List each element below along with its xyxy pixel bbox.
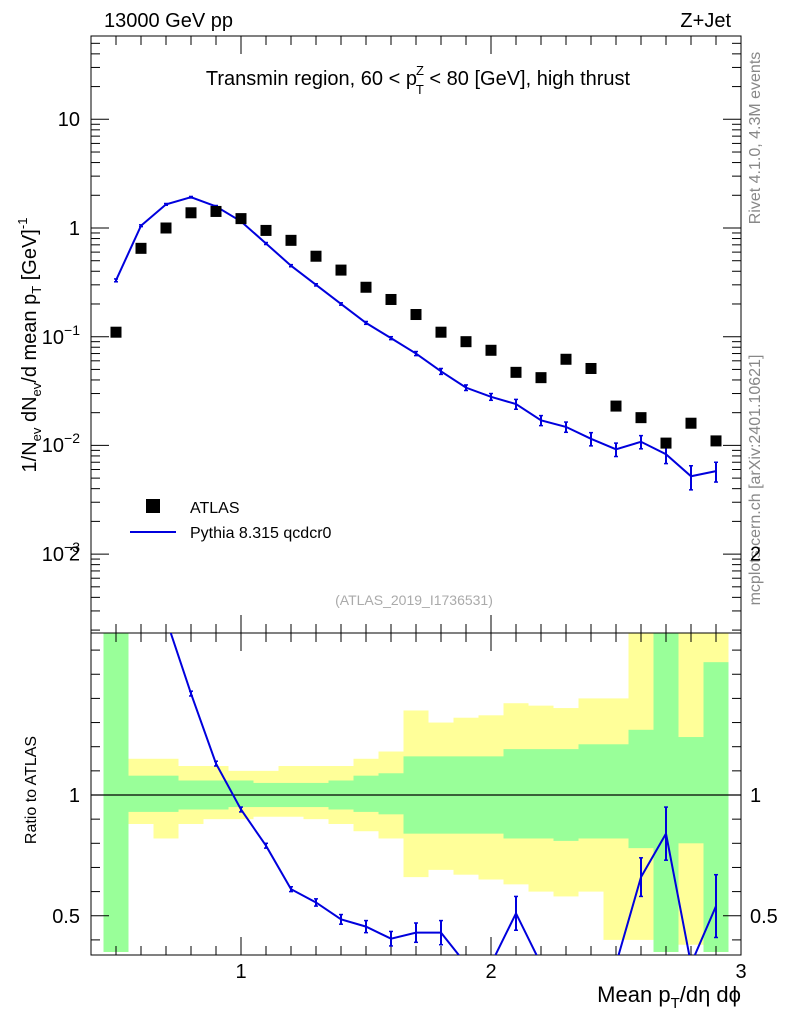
y-tick-label-0.1: 10−1 bbox=[42, 322, 80, 349]
main-y-tick-labels: 10 1 10−1 10−2 10−3 bbox=[42, 109, 80, 566]
atlas-data-point bbox=[435, 326, 447, 338]
analysis-label: (ATLAS_2019_I1736531) bbox=[335, 592, 493, 608]
x-axis-title: Mean pT/dη dϕ bbox=[597, 982, 741, 1012]
ratio-y-tick-label-right: 1 bbox=[750, 785, 761, 807]
atlas-data-point bbox=[360, 281, 372, 293]
ratio-stat-band bbox=[528, 749, 554, 839]
header-left: 13000 GeV pp bbox=[104, 10, 233, 32]
x-tick-label: 3 bbox=[735, 961, 746, 983]
atlas-data-point bbox=[560, 353, 572, 365]
legend-atlas-label: ATLAS bbox=[190, 500, 240, 517]
ratio-stat-band bbox=[103, 633, 129, 952]
ratio-y-axis-title: Ratio to ATLAS bbox=[23, 736, 40, 844]
main-y-axis-title: 1/Nev dNev/d mean pT [GeV]-1 bbox=[15, 218, 44, 473]
ratio-mc-series bbox=[169, 633, 718, 955]
y-tick-label-10: 10 bbox=[58, 109, 80, 131]
ratio-stat-band bbox=[678, 737, 704, 844]
legend-atlas-marker bbox=[146, 499, 160, 513]
ratio-bands bbox=[103, 633, 729, 952]
atlas-data-point bbox=[285, 234, 297, 246]
x-tick-label: 1 bbox=[235, 961, 246, 983]
ratio-stat-band bbox=[128, 775, 154, 812]
atlas-data-point bbox=[260, 224, 272, 236]
atlas-data-point bbox=[535, 372, 547, 384]
y-tick-label-0.01: 10−2 bbox=[42, 430, 80, 457]
atlas-data-point bbox=[585, 362, 597, 374]
main-plot-frame bbox=[90, 35, 742, 634]
atlas-data-point bbox=[235, 213, 247, 225]
legend-mc-label: Pythia 8.315 qcdcr0 bbox=[190, 525, 332, 542]
atlas-data-point bbox=[135, 242, 147, 254]
atlas-data-point bbox=[635, 412, 647, 424]
mcplots-label: mcplots.cern.ch [arXiv:2401.10621] bbox=[747, 355, 764, 606]
mc-series bbox=[114, 195, 718, 491]
atlas-series bbox=[110, 205, 722, 449]
atlas-data-point bbox=[685, 417, 697, 429]
main-axes bbox=[90, 36, 742, 633]
ratio-stat-band bbox=[353, 775, 379, 812]
ratio-y-tick-label-left: 0.5 bbox=[52, 906, 80, 928]
plot-title: Transmin region, 60 < pZ T < 80 [GeV], hi… bbox=[206, 63, 631, 97]
atlas-data-point bbox=[110, 326, 122, 338]
y-tick-label-1: 1 bbox=[69, 218, 80, 240]
rivet-label: Rivet 4.1.0, 4.3M events bbox=[747, 52, 764, 225]
atlas-data-point bbox=[335, 264, 347, 276]
ratio-y-tick-label-left: 2 bbox=[69, 544, 80, 566]
atlas-data-point bbox=[385, 293, 397, 305]
ratio-mc-clipped bbox=[169, 633, 718, 955]
ratio-stat-band bbox=[378, 773, 404, 815]
header-right: Z+Jet bbox=[680, 10, 731, 32]
atlas-data-point bbox=[410, 309, 422, 321]
mc-series-line bbox=[115, 196, 717, 478]
ratio-stat-band bbox=[628, 729, 654, 849]
ratio-stat-band bbox=[578, 744, 604, 839]
atlas-data-point bbox=[610, 400, 622, 412]
ratio-stat-band bbox=[603, 744, 629, 839]
legend: ATLAS Pythia 8.315 qcdcr0 bbox=[130, 499, 332, 542]
ratio-y-tick-label-right: 0.5 bbox=[750, 906, 778, 928]
atlas-data-point bbox=[310, 250, 322, 262]
ratio-stat-band bbox=[503, 749, 529, 839]
ratio-stat-band bbox=[653, 633, 679, 952]
ratio-axes: 1 2 3 0.5 0.5 1 1 2 2 bbox=[52, 544, 778, 984]
atlas-data-point bbox=[485, 344, 497, 356]
ratio-y-tick-label-left: 1 bbox=[69, 785, 80, 807]
atlas-data-point bbox=[710, 435, 722, 447]
atlas-data-point bbox=[185, 207, 197, 219]
x-tick-label: 2 bbox=[485, 961, 496, 983]
atlas-data-point bbox=[160, 222, 172, 234]
atlas-data-point bbox=[660, 437, 672, 449]
atlas-data-point bbox=[210, 205, 222, 217]
ratio-stat-band bbox=[153, 775, 179, 812]
ratio-y-tick-label-right: 2 bbox=[750, 544, 761, 566]
atlas-data-point bbox=[460, 336, 472, 348]
atlas-data-point bbox=[510, 366, 522, 378]
